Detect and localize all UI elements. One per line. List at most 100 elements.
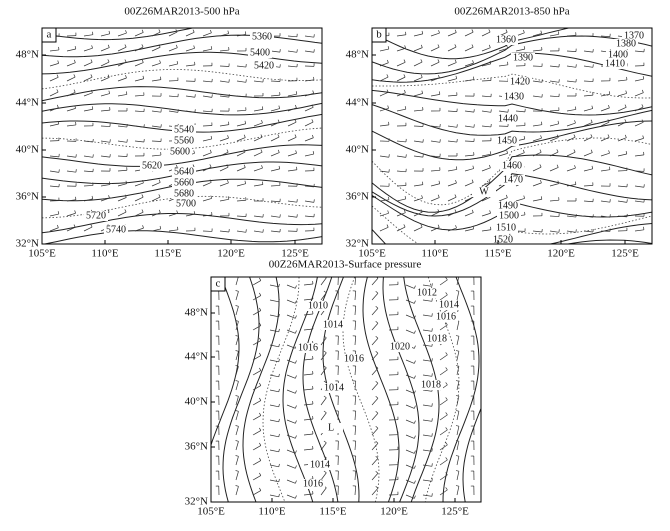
wind-barb-tick [126,91,127,94]
wind-barb [321,413,326,420]
wind-barb [355,366,356,375]
wind-barb [305,138,313,141]
wind-barb [372,323,378,330]
wind-barb [135,63,143,66]
wind-barb [550,124,559,126]
x-tick-label: 110°E [421,248,448,260]
wind-barb [253,446,261,450]
wind-barb-tick [405,45,406,48]
wind-barb-tick [414,376,415,379]
wind-barb [601,170,610,171]
wind-barb [618,186,627,187]
wind-barb [84,185,93,186]
wind-barb-tick [210,164,211,167]
wind-barb [482,111,491,112]
wind-barb [321,353,326,360]
wind-barb [118,198,126,201]
wind-barb [397,199,406,201]
wind-barb [380,125,389,126]
wind-barb-tick [259,383,260,386]
wind-barb-tick [259,488,260,491]
wind-barb [423,375,432,376]
y-tick-label: 48°N [185,307,208,319]
wind-barb [118,78,126,81]
wind-barb [465,229,474,231]
wind-barb [584,81,593,82]
wind-barb-tick [446,367,448,369]
wind-barb-tick [259,308,260,311]
wind-barb [203,198,212,201]
wind-barb [355,336,356,345]
wind-barb-tick [446,457,448,459]
wind-barb [118,33,127,36]
wind-barb-tick [313,90,314,93]
wind-barb [601,36,610,37]
y-tick-label: 48°N [16,49,39,61]
wind-barb-tick [236,411,239,412]
wind-barb [84,227,92,231]
wind-barb [271,95,280,96]
wind-barb [423,300,432,301]
wind-barb-tick [388,105,389,108]
wind-barb [203,96,212,97]
wind-barb-tick [194,45,195,48]
wind-barb-tick [523,150,524,153]
wind-barb [50,171,59,172]
wind-barb-tick [414,421,415,424]
wind-barb-tick [259,368,260,371]
wind-barb [203,49,212,51]
wind-barb [423,345,432,346]
wind-barb-tick [557,165,558,168]
wind-barb-tick [455,194,456,197]
wind-barb-tick [245,121,246,124]
y-tick-label: 36°N [16,191,39,203]
wind-barb [635,138,644,141]
contour-label: 5740 [106,224,126,235]
wind-barb [288,170,297,171]
wind-barb-tick [142,60,143,63]
wind-barb [397,141,406,142]
wind-barb [423,405,432,406]
x-tick-label: 115°E [484,248,511,260]
contour-label: 1020 [390,341,410,352]
contour-label: 1380 [616,38,636,49]
wind-barb [601,108,609,111]
wind-barb-tick [279,479,280,482]
contour-line [42,103,322,115]
wind-barb-tick [387,225,388,228]
wind-barb-tick [210,150,211,153]
wind-barb-tick [227,180,228,183]
wind-barb [271,137,279,141]
wind-barb [118,170,127,171]
wind-barb-tick [414,436,415,439]
wind-barb [533,183,541,186]
wind-barb-tick [211,46,212,49]
wind-barb-tick [456,291,459,292]
wind-barb-tick [438,44,439,47]
wind-barb [465,126,474,127]
wind-barb-tick [236,306,239,307]
wind-barb [448,141,457,142]
wind-barb-tick [92,45,93,48]
wind-barb [271,81,280,82]
wind-barb [414,185,423,186]
contour-label: 1500 [499,210,519,221]
contour-label: 1510 [496,222,516,233]
wind-barb-tick [245,31,246,34]
wind-barb [271,201,280,202]
contour-line [343,277,379,502]
wind-barb-tick [376,351,378,353]
wind-barb [186,96,195,97]
wind-barb-tick [159,180,160,183]
wind-barb-tick [456,336,459,337]
wind-barb-tick [439,30,440,33]
wind-barb [440,460,447,465]
wind-barb [457,426,459,435]
wind-barb [254,109,263,111]
x-tick-label: 120°E [547,248,575,260]
wind-barb [618,154,627,156]
wind-barb-tick [404,224,405,227]
wind-barb [101,94,110,96]
wind-barb [584,153,592,156]
